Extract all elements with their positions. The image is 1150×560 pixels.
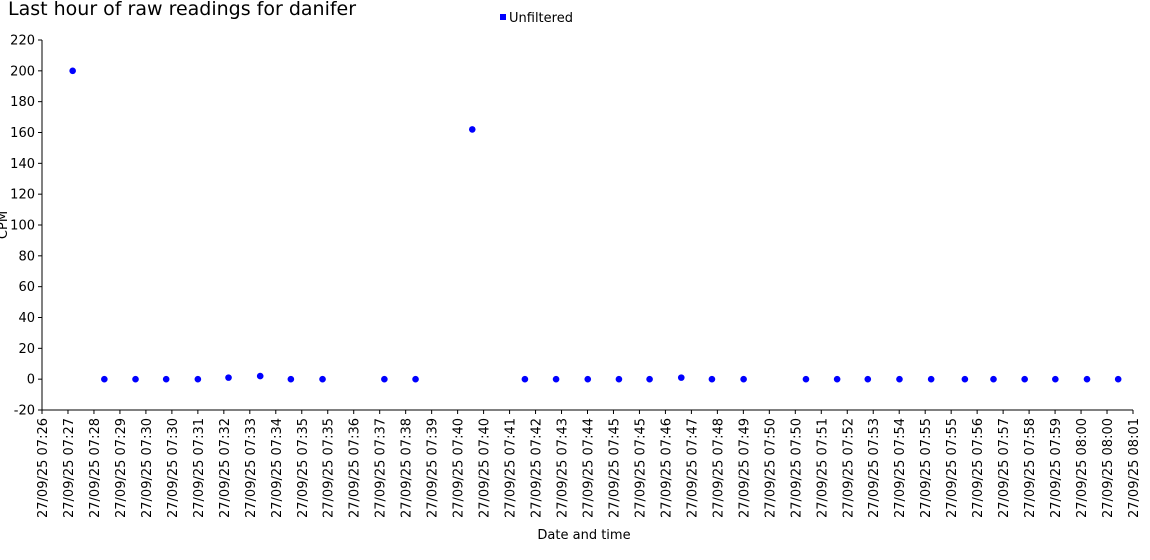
x-tick-label: 27/09/25 07:37: [374, 418, 389, 518]
x-tick-label: 27/09/25 07:31: [192, 418, 207, 518]
data-point: [864, 375, 872, 383]
y-tick-label: 200: [10, 64, 35, 79]
x-tick-label: 27/09/25 07:50: [763, 418, 778, 518]
x-tick-label: 27/09/25 07:34: [270, 418, 285, 518]
data-point: [833, 375, 841, 383]
y-tick-label: 140: [10, 157, 35, 172]
data-point: [132, 375, 139, 383]
x-tick-label: 27/09/25 07:47: [685, 418, 700, 518]
data-point: [708, 375, 716, 383]
y-tick-label: 120: [10, 188, 35, 203]
x-tick-label: 27/09/25 07:56: [971, 418, 986, 518]
x-tick-label: 27/09/25 07:32: [218, 418, 233, 518]
x-tick-label: 27/09/25 07:48: [711, 418, 726, 518]
x-tick-label: 27/09/25 07:59: [1049, 418, 1064, 518]
y-axis-label: CPM: [0, 211, 11, 239]
x-tick-label: 27/09/25 07:45: [607, 418, 622, 518]
legend-marker-unfiltered: [500, 14, 506, 20]
y-tick-label: 180: [10, 95, 35, 110]
x-tick-label: 27/09/25 07:41: [504, 418, 519, 518]
data-point: [584, 375, 592, 383]
data-point: [381, 375, 388, 383]
y-tick-label: 40: [18, 311, 35, 326]
x-tick-label: 27/09/25 07:45: [633, 418, 648, 518]
data-point: [319, 375, 326, 383]
chart-title: Last hour of raw readings for danifer: [8, 0, 357, 20]
x-tick-label: 27/09/25 07:40: [452, 418, 467, 518]
x-tick-label: 27/09/25 07:55: [945, 418, 960, 518]
x-tick-label: 27/09/25 07:30: [166, 418, 181, 518]
y-tick-label: -20: [14, 404, 35, 419]
data-point: [69, 67, 76, 75]
data-point: [802, 375, 810, 383]
data-point: [287, 375, 295, 383]
data-point: [468, 126, 476, 133]
data-point: [677, 374, 685, 381]
y-tick-label: 100: [10, 219, 35, 234]
x-tick-label: 27/09/25 07:29: [114, 418, 129, 518]
data-point: [927, 375, 935, 383]
y-tick-label: 160: [10, 126, 35, 141]
data-point: [615, 375, 623, 383]
x-tick-label: 27/09/25 07:49: [737, 418, 752, 518]
x-ticks: 27/09/25 07:26 27/09/25 07:27 27/09/25 07:…: [36, 410, 1142, 518]
x-tick-label: 27/09/25 07:57: [997, 418, 1012, 518]
x-tick-label: 27/09/25 07:28: [88, 418, 103, 518]
data-point: [740, 375, 747, 383]
data-point: [101, 375, 108, 383]
x-tick-label: 27/09/25 07:42: [530, 418, 545, 518]
x-tick-label: 27/09/25 07:40: [478, 418, 493, 518]
x-tick-label: 27/09/25 08:00: [1101, 418, 1116, 518]
axes: [41, 40, 1133, 411]
x-tick-label: 27/09/25 07:35: [296, 418, 311, 518]
x-axis-label: Date and time: [537, 528, 630, 543]
x-tick-label: 27/09/25 07:39: [426, 418, 441, 518]
data-point: [552, 375, 560, 383]
data-point: [990, 375, 997, 383]
data-point: [1021, 375, 1028, 383]
x-tick-label: 27/09/25 07:33: [244, 418, 259, 518]
x-tick-label: 27/09/25 07:27: [62, 418, 77, 518]
legend: Unfiltered: [500, 11, 573, 26]
x-tick-label: 27/09/25 07:43: [556, 418, 571, 518]
x-tick-label: 27/09/25 07:35: [322, 418, 337, 518]
x-tick-label: 27/09/25 08:01: [1127, 418, 1142, 518]
y-tick-label: 60: [18, 280, 35, 295]
y-ticks: -20 0 20 40 60 80 100 120 140 160 180 200 220: [10, 34, 42, 419]
x-tick-label: 27/09/25 07:26: [36, 418, 51, 518]
x-tick-label: 27/09/25 07:30: [140, 418, 155, 518]
data-point: [194, 375, 202, 383]
y-tick-label: 220: [10, 34, 35, 49]
x-tick-label: 27/09/25 07:53: [867, 418, 882, 518]
legend-label-unfiltered: Unfiltered: [509, 11, 573, 26]
data-point: [1083, 375, 1091, 383]
y-tick-label: 20: [18, 342, 35, 357]
x-tick-label: 27/09/25 07:50: [789, 418, 804, 518]
data-point: [1114, 375, 1122, 383]
x-tick-label: 27/09/25 07:54: [893, 418, 908, 518]
x-tick-label: 27/09/25 07:36: [348, 418, 363, 518]
data-points: [69, 67, 1122, 383]
x-tick-label: 27/09/25 07:46: [659, 418, 674, 518]
data-point: [256, 372, 264, 380]
x-tick-label: 27/09/25 07:55: [919, 418, 934, 518]
data-point: [412, 375, 419, 383]
x-tick-label: 27/09/25 07:51: [815, 418, 830, 518]
data-point: [162, 375, 170, 383]
x-tick-label: 27/09/25 07:58: [1023, 418, 1038, 518]
x-tick-label: 27/09/25 07:38: [400, 418, 415, 518]
y-tick-label: 0: [27, 373, 35, 388]
data-point: [961, 375, 969, 383]
data-point: [1052, 375, 1059, 383]
x-tick-label: 27/09/25 08:00: [1075, 418, 1090, 518]
data-point: [225, 374, 232, 381]
y-tick-label: 80: [18, 249, 35, 264]
data-point: [521, 375, 529, 383]
data-point: [646, 375, 653, 383]
data-point: [896, 375, 903, 383]
x-tick-label: 27/09/25 07:52: [841, 418, 856, 518]
x-tick-label: 27/09/25 07:44: [582, 418, 597, 518]
